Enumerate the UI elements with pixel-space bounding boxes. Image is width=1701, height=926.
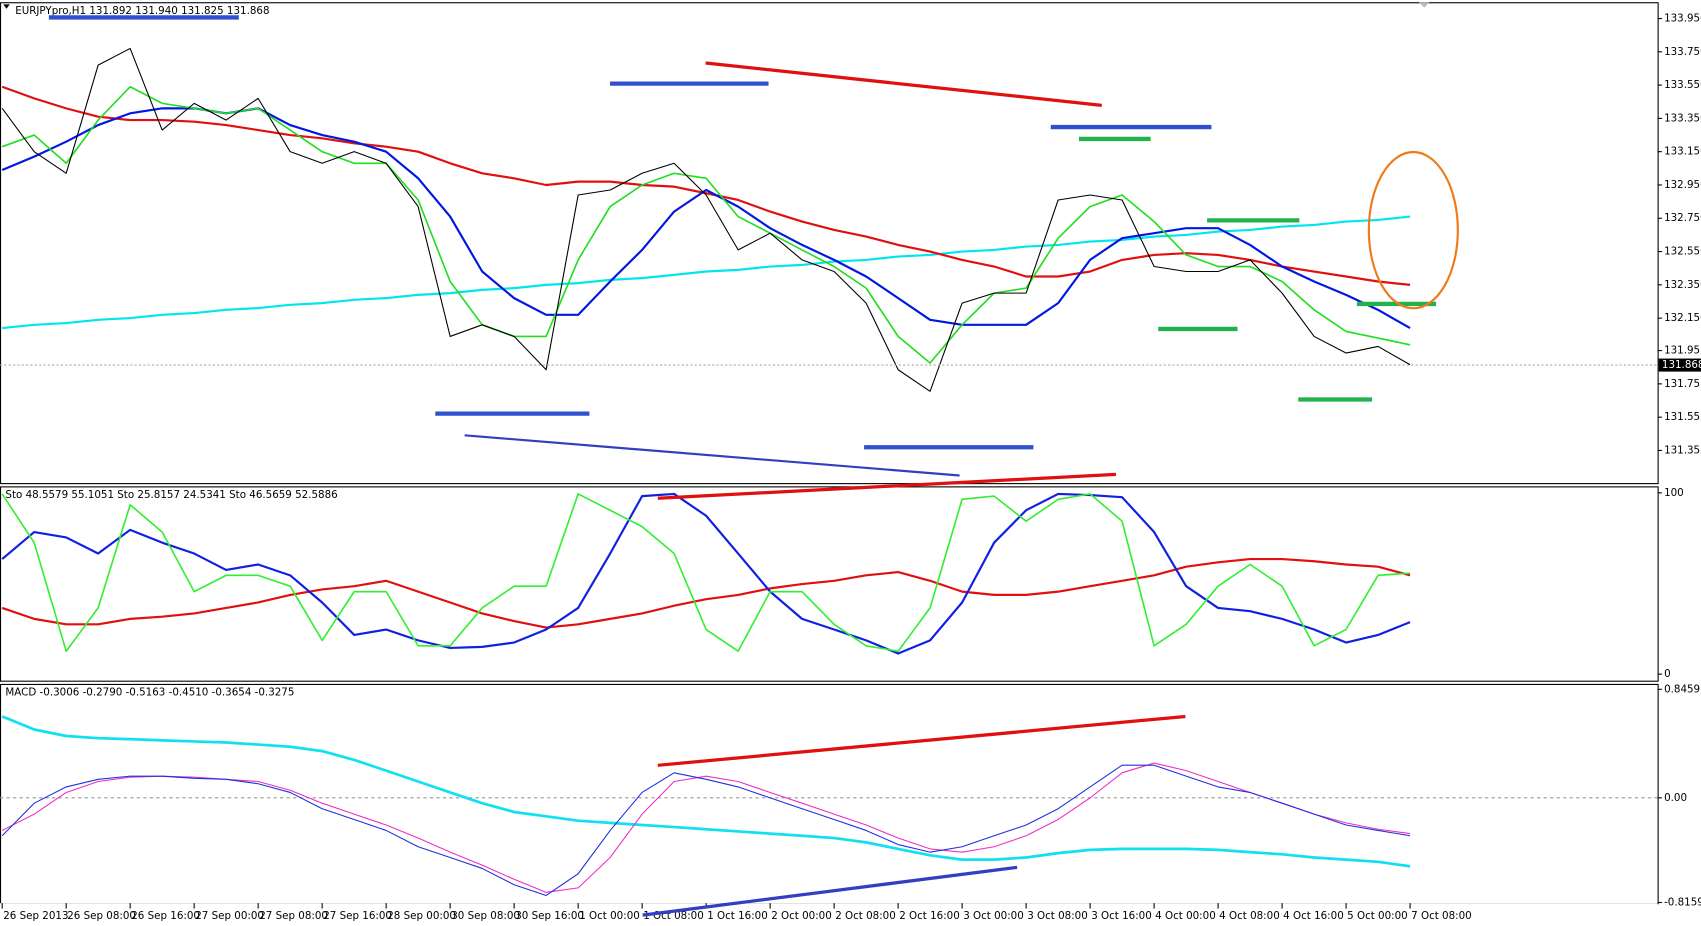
indicator-line	[1, 85, 1411, 364]
x-tick-label: 27 Sep 16:00	[323, 910, 392, 922]
y-tick-label: 133.150	[1664, 146, 1701, 158]
y-tick-label: 131.555	[1664, 411, 1701, 423]
menu-icon[interactable]	[3, 4, 10, 9]
y-tick-label: 132.950	[1664, 179, 1701, 191]
x-tick-label: 28 Sep 00:00	[387, 910, 456, 922]
x-tick-label: 7 Oct 08:00	[1411, 910, 1472, 922]
x-tick-label: 1 Oct 00:00	[579, 910, 640, 922]
x-tick-label: 27 Sep 00:00	[195, 910, 264, 922]
panel-title: MACD -0.3006 -0.2790 -0.5163 -0.4510 -0.…	[5, 687, 294, 699]
y-tick-label: 0.00	[1664, 792, 1687, 804]
x-tick-label: 30 Sep 16:00	[515, 910, 584, 922]
y-tick-label: 132.150	[1664, 312, 1701, 324]
trend-line	[642, 865, 1018, 917]
y-tick-label: 132.750	[1664, 212, 1701, 224]
time-axis	[0, 903, 1658, 926]
trend-line	[657, 714, 1186, 767]
x-tick-label: 2 Oct 08:00	[835, 910, 896, 922]
y-tick-label: 133.750	[1664, 46, 1701, 58]
x-tick-label: 27 Sep 08:00	[259, 910, 328, 922]
indicator-line	[1, 762, 1411, 893]
last-price-box	[1658, 358, 1701, 372]
last-price-label: 131.868	[1662, 359, 1701, 371]
indicator-line	[1, 493, 1411, 653]
y-tick-label: 131.355	[1664, 444, 1701, 456]
x-tick-label: 4 Oct 00:00	[1155, 910, 1216, 922]
x-tick-label: 26 Sep 16:00	[131, 910, 200, 922]
y-tick-label: 131.955	[1664, 345, 1701, 357]
x-tick-label: 1 Oct 16:00	[707, 910, 768, 922]
y-tick-label: 133.950	[1664, 13, 1701, 25]
indicator-line	[1, 47, 1411, 392]
indicator-line	[1, 764, 1411, 897]
x-tick-label: 5 Oct 00:00	[1347, 910, 1408, 922]
y-tick-label: 132.550	[1664, 246, 1701, 258]
y-tick-label: 132.350	[1664, 279, 1701, 291]
y-tick-label: 0.8459	[1664, 683, 1700, 695]
x-tick-label: 4 Oct 08:00	[1219, 910, 1280, 922]
y-tick-label: 133.350	[1664, 112, 1701, 124]
trend-line	[657, 472, 1116, 500]
panel-frame	[0, 2, 1659, 485]
x-tick-label: 3 Oct 08:00	[1027, 910, 1088, 922]
trend-line	[464, 434, 960, 477]
indicator-line	[2, 215, 1411, 330]
y-tick-label: 0	[1664, 668, 1671, 680]
drawn-objects	[48, 15, 1459, 917]
x-tick-label: 3 Oct 16:00	[1091, 910, 1152, 922]
panel-title: Sto 48.5579 55.1051 Sto 25.8157 24.5341 …	[5, 489, 337, 501]
trend-line	[705, 61, 1102, 107]
indicator-line	[1, 85, 1411, 286]
y-tick-label: 133.550	[1664, 79, 1701, 91]
indicator-line	[1, 492, 1411, 655]
x-tick-label: 26 Sep 2013	[3, 910, 68, 922]
x-tick-label: 2 Oct 00:00	[771, 910, 832, 922]
y-tick-label: -0.8159	[1664, 897, 1701, 909]
panel-frame	[0, 486, 1659, 682]
x-tick-label: 3 Oct 00:00	[963, 910, 1024, 922]
indicator-line	[1, 715, 1411, 868]
x-tick-label: 2 Oct 16:00	[899, 910, 960, 922]
x-tick-label: 30 Sep 08:00	[451, 910, 520, 922]
highlight-ellipse	[1367, 150, 1459, 310]
y-tick-label: 100	[1664, 487, 1684, 499]
y-tick-label: 131.755	[1664, 378, 1701, 390]
scroll-icon[interactable]	[1418, 2, 1430, 8]
panel-title: EURJPYpro,H1 131.892 131.940 131.825 131…	[15, 5, 269, 17]
x-tick-label: 26 Sep 08:00	[67, 910, 136, 922]
x-tick-label: 4 Oct 16:00	[1283, 910, 1344, 922]
